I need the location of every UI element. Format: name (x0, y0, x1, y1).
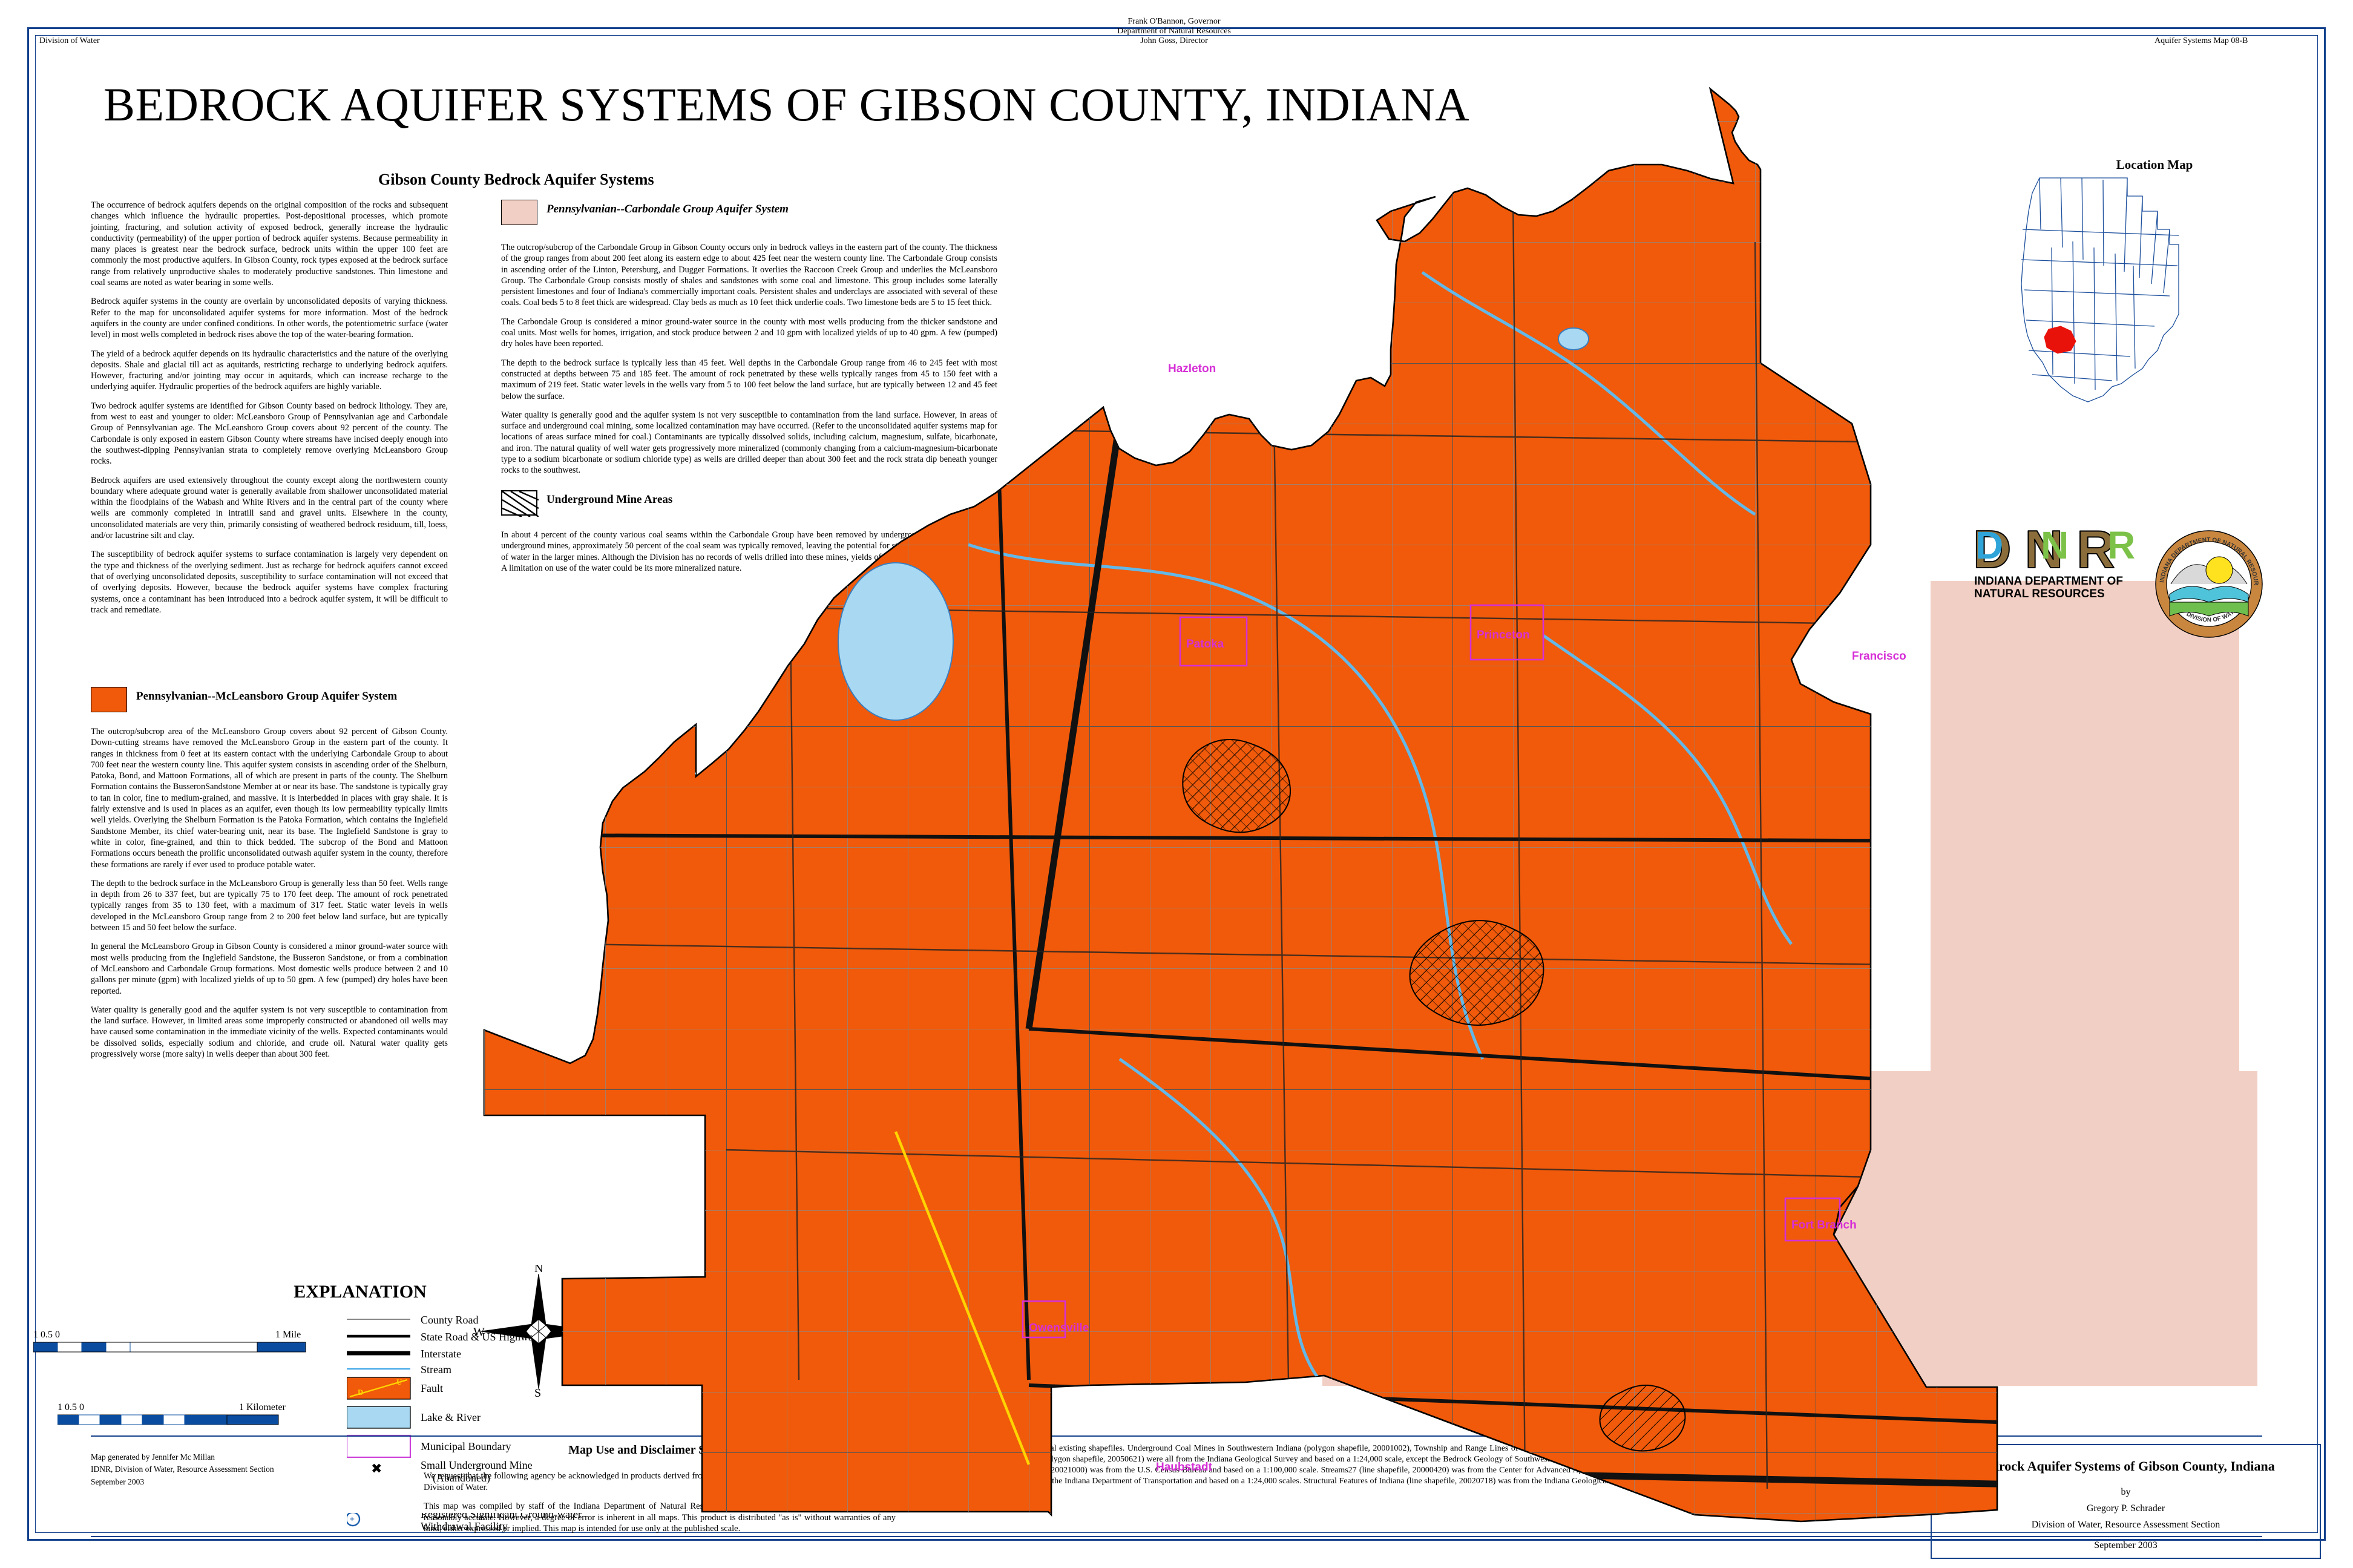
svg-text:Patoka: Patoka (1186, 638, 1224, 651)
svg-text:Owensville: Owensville (1029, 1322, 1089, 1334)
svg-text:Haubstadt: Haubstadt (1156, 1461, 1213, 1474)
svg-text:NATURAL RESOURCES: NATURAL RESOURCES (1974, 588, 2105, 600)
svg-text:Princeton: Princeton (1477, 629, 1530, 641)
svg-text:R: R (2107, 523, 2135, 567)
svg-text:Hazleton: Hazleton (1168, 362, 1216, 375)
svg-text:Fort Branch: Fort Branch (1791, 1219, 1857, 1232)
svg-text:INDIANA DEPARTMENT OF: INDIANA DEPARTMENT OF (1974, 575, 2123, 588)
svg-text:D: D (1975, 523, 2003, 567)
svg-text:N: N (2041, 523, 2069, 567)
svg-text:Francisco: Francisco (1852, 650, 1906, 663)
